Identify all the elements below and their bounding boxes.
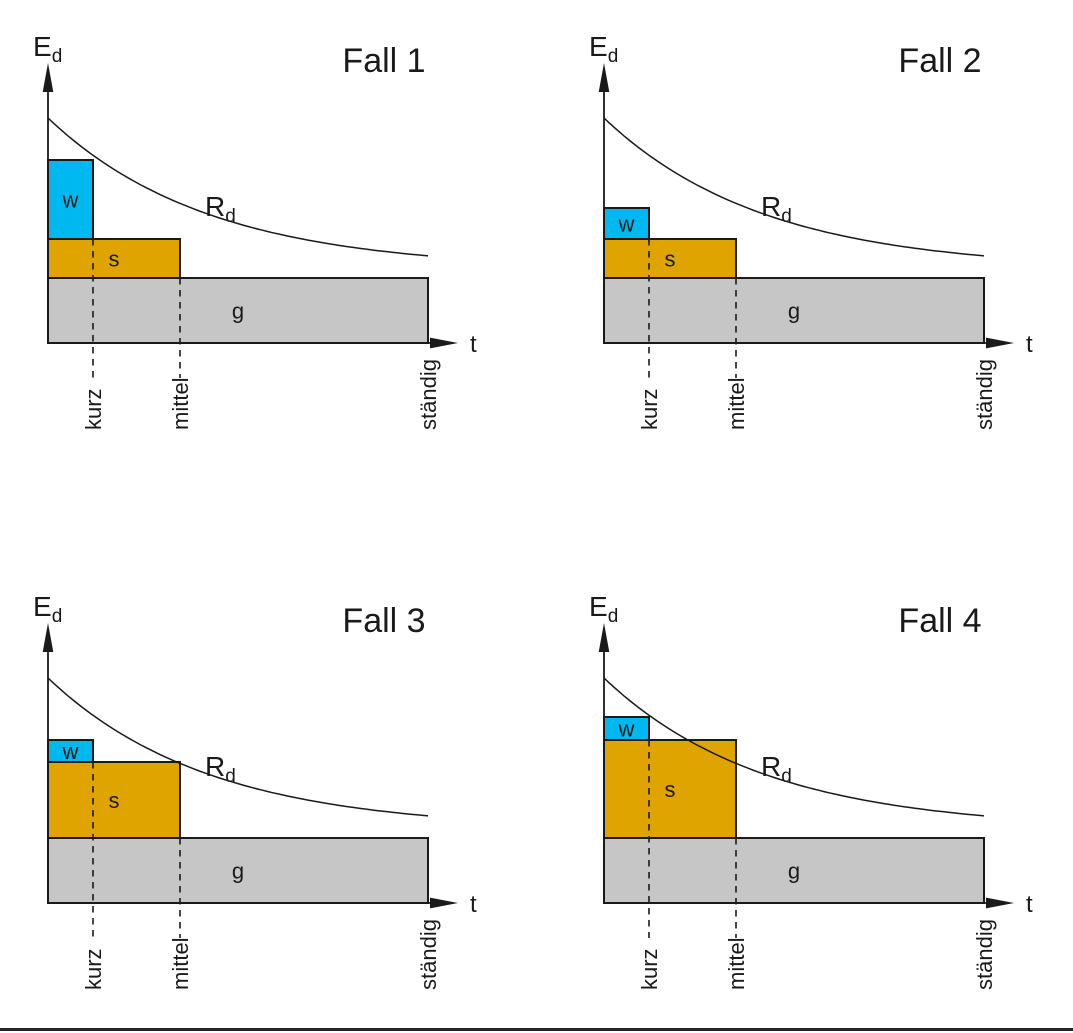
y-axis-label-subscript: d	[52, 606, 63, 627]
resistance-curve	[603, 117, 985, 257]
tick-label-staendig: ständig	[972, 919, 997, 990]
panel-title: Fall 2	[898, 42, 981, 80]
tick-label-mittel: mittel	[724, 937, 749, 990]
x-axis-label: t	[1026, 891, 1033, 918]
snow-bar-label: s	[665, 777, 676, 802]
tick-label-kurz: kurz	[637, 388, 662, 430]
permanent-bar-label: g	[232, 299, 244, 324]
y-axis-label-subscript: d	[608, 46, 619, 67]
snow-bar-label: s	[665, 247, 676, 272]
permanent-bar-label: g	[788, 859, 800, 884]
panel-fall-1: Ed Rd Fall 1 t w s g kurz mittel ständig	[0, 0, 517, 473]
y-axis-label-subscript: d	[608, 606, 619, 627]
permanent-load-bar	[603, 837, 985, 904]
resistance-curve	[47, 677, 429, 817]
curve-label-subscript: d	[225, 766, 236, 787]
x-axis-arrowhead	[986, 897, 1014, 909]
y-axis-label-main: E	[589, 31, 608, 62]
panel-title: Fall 4	[898, 602, 981, 640]
permanent-load-bar	[603, 277, 985, 344]
tick-label-mittel: mittel	[168, 937, 193, 990]
curve-label-main: R	[761, 191, 781, 222]
permanent-load-bar	[47, 277, 429, 344]
x-axis-label: t	[470, 331, 477, 358]
x-axis-arrowhead	[430, 897, 458, 909]
curve-label-subscript: d	[781, 766, 792, 787]
wind-bar-label: w	[62, 739, 79, 764]
wind-load-bar	[47, 159, 94, 240]
y-axis-arrowhead	[598, 623, 610, 652]
y-axis-label-subscript: d	[52, 46, 63, 67]
curve-label: Rd	[761, 751, 792, 787]
wind-bar-label: w	[62, 188, 79, 213]
curve-label: Rd	[205, 191, 236, 227]
wind-bar-label: w	[618, 212, 635, 237]
curve-label-subscript: d	[225, 206, 236, 227]
curve-label: Rd	[761, 191, 792, 227]
y-axis-label-main: E	[33, 31, 52, 62]
y-axis-arrowhead	[598, 63, 610, 92]
snow-bar-label: s	[109, 788, 120, 813]
curve-label: Rd	[205, 751, 236, 787]
x-axis-arrowhead	[986, 337, 1014, 349]
y-axis-label: Ed	[589, 31, 618, 67]
resistance-curve	[47, 117, 429, 257]
permanent-load-bar	[47, 837, 429, 904]
x-axis-label: t	[470, 891, 477, 918]
permanent-bar-label: g	[788, 299, 800, 324]
tick-label-staendig: ständig	[416, 359, 441, 430]
panel-title: Fall 3	[342, 602, 425, 640]
curve-label-subscript: d	[781, 206, 792, 227]
snow-load-bar	[603, 238, 737, 279]
tick-label-kurz: kurz	[81, 388, 106, 430]
y-axis-label-main: E	[589, 591, 608, 622]
y-axis-label: Ed	[33, 591, 62, 627]
snow-load-bar	[47, 238, 181, 279]
y-axis-label-main: E	[33, 591, 52, 622]
tick-label-kurz: kurz	[637, 948, 662, 990]
snow-bar-label: s	[109, 247, 120, 272]
curve-label-main: R	[761, 751, 781, 782]
curve-label-main: R	[205, 191, 225, 222]
tick-label-mittel: mittel	[168, 377, 193, 430]
footer-rule	[0, 1028, 1073, 1031]
wind-bar-label: w	[618, 717, 635, 742]
panel-fall-2: Ed Rd Fall 2 t w s g kurz mittel ständig	[556, 0, 1073, 473]
x-axis-arrowhead	[430, 337, 458, 349]
tick-label-staendig: ständig	[972, 359, 997, 430]
panel-fall-3: Ed Rd Fall 3 t w s g kurz mittel ständig	[0, 560, 517, 1033]
permanent-bar-label: g	[232, 859, 244, 884]
snow-load-bar	[47, 761, 181, 839]
y-axis-label: Ed	[589, 591, 618, 627]
y-axis-arrowhead	[42, 63, 54, 92]
y-axis-arrowhead	[42, 623, 54, 652]
y-axis-label: Ed	[33, 31, 62, 67]
panel-fall-4: Ed Rd Fall 4 t w s g kurz mittel ständig	[556, 560, 1073, 1033]
tick-label-staendig: ständig	[416, 919, 441, 990]
x-axis-label: t	[1026, 331, 1033, 358]
tick-label-kurz: kurz	[81, 948, 106, 990]
tick-label-mittel: mittel	[724, 377, 749, 430]
curve-label-main: R	[205, 751, 225, 782]
resistance-curve	[603, 677, 985, 817]
panel-title: Fall 1	[342, 42, 425, 80]
